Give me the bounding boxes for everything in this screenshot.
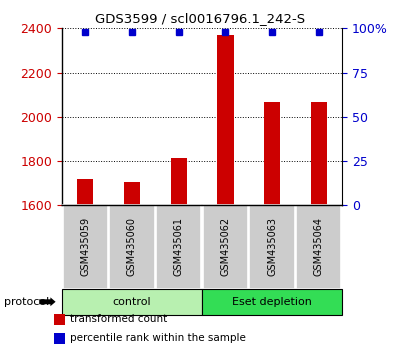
Text: Eset depletion: Eset depletion (232, 297, 312, 307)
Text: GSM435064: GSM435064 (314, 217, 324, 276)
Text: GSM435062: GSM435062 (220, 217, 230, 276)
Text: GSM435060: GSM435060 (127, 217, 137, 276)
Text: GSM435063: GSM435063 (267, 217, 277, 276)
Bar (310, 102, 327, 205)
Bar (264, 102, 280, 205)
Text: GDS3599 / scl0016796.1_242-S: GDS3599 / scl0016796.1_242-S (95, 12, 305, 25)
Text: protocol: protocol (4, 297, 49, 307)
Bar (124, 182, 140, 205)
Bar (217, 35, 234, 205)
Text: GSM435059: GSM435059 (80, 217, 90, 276)
Text: transformed count: transformed count (70, 314, 167, 324)
Text: percentile rank within the sample: percentile rank within the sample (70, 333, 246, 343)
Bar (77, 179, 94, 205)
Bar (170, 158, 187, 205)
Text: GSM435061: GSM435061 (174, 217, 184, 276)
Text: control: control (113, 297, 151, 307)
